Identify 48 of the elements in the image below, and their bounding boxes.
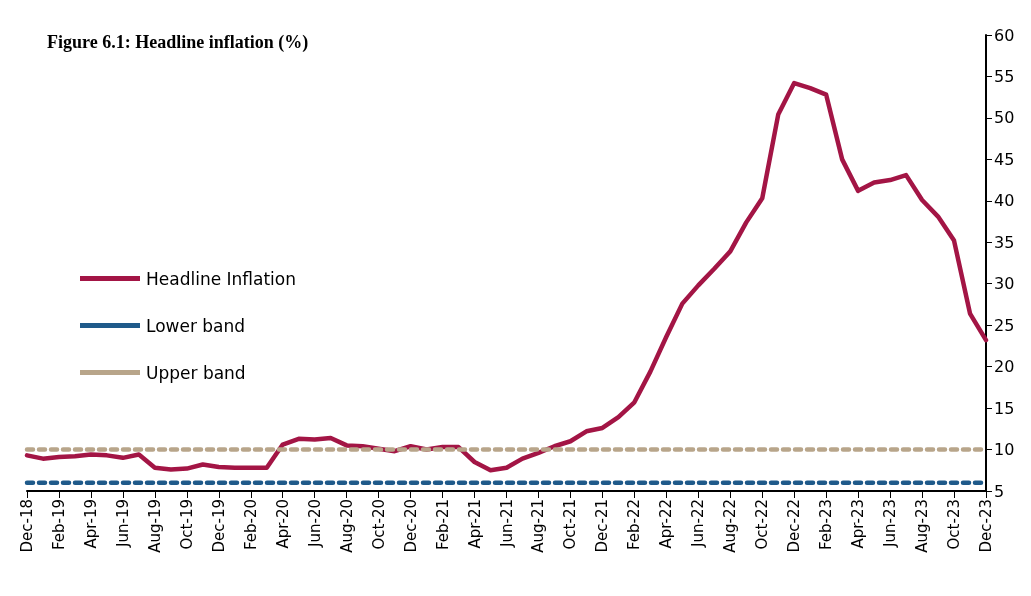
x-tick-label: Jun-20 — [305, 499, 324, 548]
x-tick-label: Feb-23 — [817, 499, 836, 551]
x-tick-label: Oct-21 — [561, 499, 580, 550]
legend-label: Lower band — [146, 315, 246, 336]
x-tick-label: Dec-18 — [18, 499, 36, 553]
y-tick-label: 35 — [994, 232, 1015, 252]
x-tick-label: Feb-22 — [625, 499, 644, 551]
x-tick-label: Jun-22 — [689, 499, 708, 548]
y-tick-label: 25 — [994, 315, 1015, 335]
x-tick-label: Oct-22 — [753, 499, 772, 550]
x-tick-label: Apr-21 — [465, 499, 484, 549]
x-tick-label: Aug-19 — [145, 499, 164, 553]
y-tick-label: 30 — [994, 274, 1015, 294]
chart-title: Figure 6.1: Headline inflation (%) — [47, 32, 309, 53]
x-tick-label: Aug-21 — [529, 499, 548, 553]
x-tick-label: Apr-19 — [81, 499, 100, 549]
x-tick-label: Jun-21 — [497, 499, 516, 548]
x-tick-label: Dec-20 — [401, 499, 420, 553]
y-tick-label: 50 — [994, 108, 1015, 128]
x-tick-label: Feb-21 — [433, 499, 452, 551]
y-tick-label: 10 — [994, 440, 1015, 460]
x-tick-label: Oct-19 — [177, 499, 196, 550]
x-tick-label: Jun-19 — [113, 499, 132, 548]
x-tick-label: Dec-23 — [977, 499, 995, 553]
x-tick-label: Aug-22 — [721, 499, 740, 553]
y-tick-label: 45 — [994, 149, 1015, 169]
x-tick-label: Dec-22 — [785, 499, 804, 553]
y-tick-label: 40 — [994, 191, 1015, 211]
x-tick-label: Jun-23 — [881, 499, 900, 548]
x-tick-label: Dec-21 — [593, 499, 612, 553]
x-tick-label: Feb-20 — [241, 499, 260, 551]
x-tick-label: Apr-23 — [849, 499, 868, 549]
x-tick-label: Apr-22 — [657, 499, 676, 549]
y-tick-label: 15 — [994, 398, 1015, 418]
x-tick-label: Aug-20 — [337, 499, 356, 553]
y-tick-label: 60 — [994, 25, 1015, 45]
y-tick-label: 5 — [994, 481, 1005, 501]
x-tick-label: Apr-20 — [273, 499, 292, 549]
y-tick-label: 20 — [994, 357, 1015, 377]
legend-label: Headline Inflation — [146, 268, 297, 289]
line-series — [24, 80, 989, 473]
x-tick-label: Aug-23 — [913, 499, 932, 553]
y-tick-label: 55 — [994, 66, 1015, 86]
x-tick-label: Oct-23 — [945, 499, 964, 550]
legend-label: Upper band — [146, 362, 246, 383]
x-tick-label: Dec-19 — [209, 499, 228, 553]
x-tick-label: Feb-19 — [49, 499, 68, 551]
x-tick-label: Oct-20 — [369, 499, 388, 550]
